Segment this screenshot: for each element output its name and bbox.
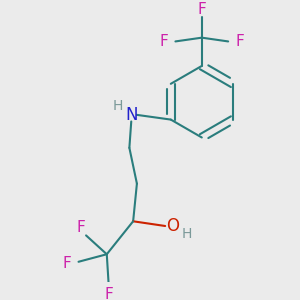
Text: F: F	[104, 287, 113, 300]
Text: N: N	[125, 106, 137, 124]
Text: H: H	[113, 99, 123, 113]
Text: H: H	[182, 227, 192, 242]
Text: F: F	[197, 2, 206, 17]
Text: F: F	[63, 256, 72, 271]
Text: F: F	[235, 34, 244, 49]
Text: F: F	[160, 34, 169, 49]
Text: F: F	[76, 220, 85, 236]
Text: O: O	[166, 217, 179, 235]
